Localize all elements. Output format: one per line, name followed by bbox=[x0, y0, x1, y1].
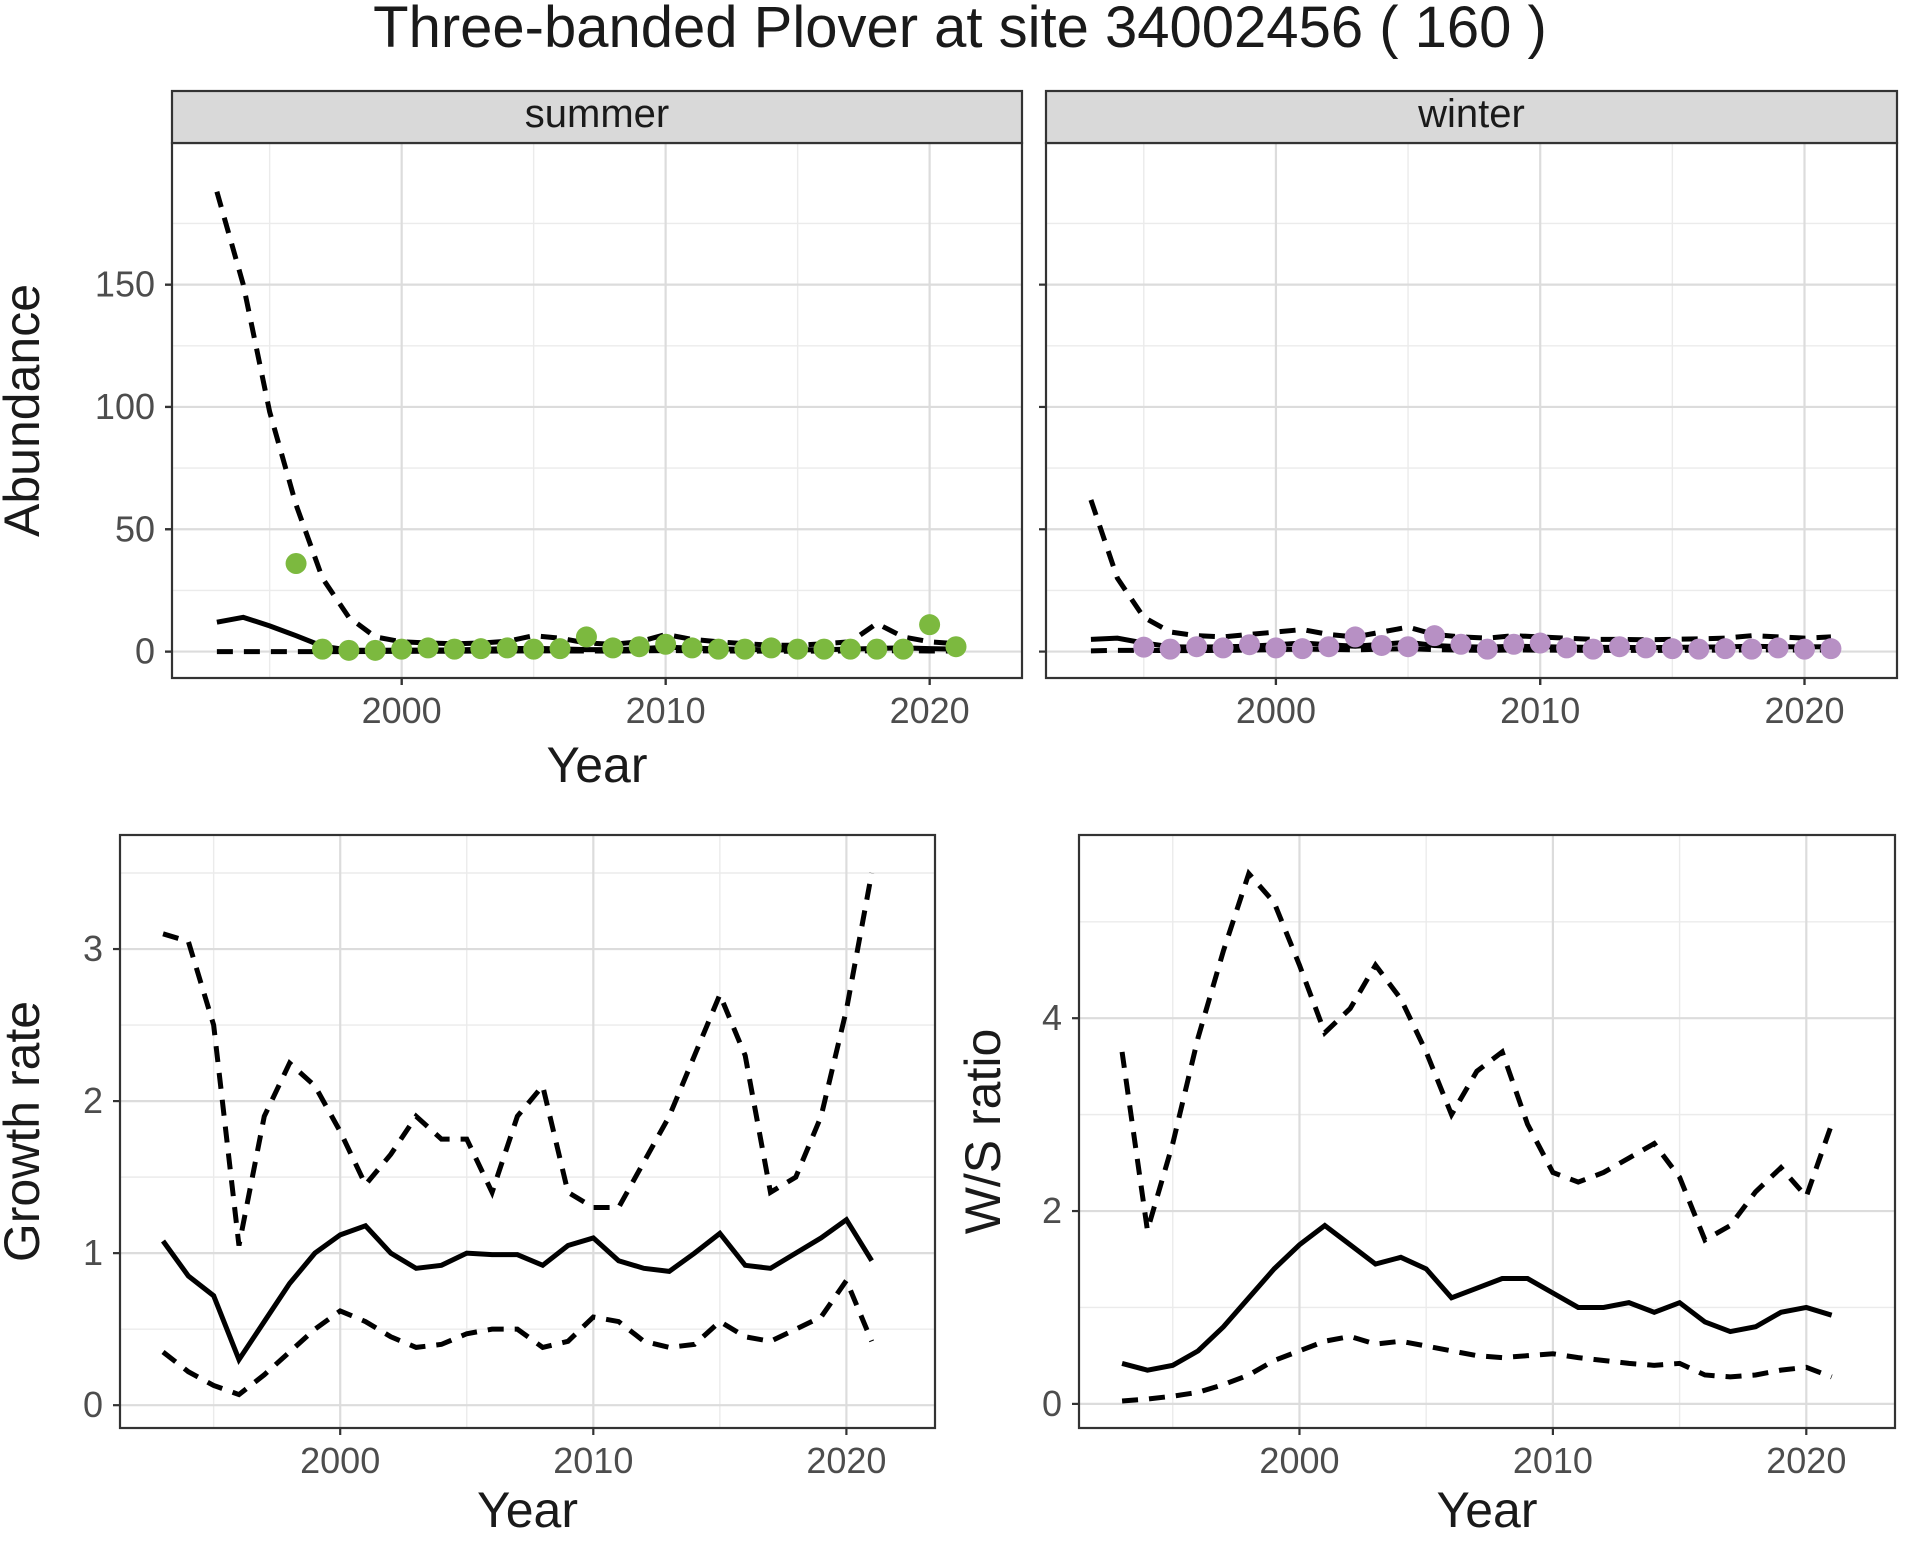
svg-text:summer: summer bbox=[525, 92, 669, 136]
svg-text:2010: 2010 bbox=[1500, 690, 1580, 731]
svg-text:2020: 2020 bbox=[1764, 690, 1844, 731]
svg-text:100: 100 bbox=[95, 386, 155, 427]
svg-text:Year: Year bbox=[1436, 1482, 1537, 1538]
svg-text:2000: 2000 bbox=[1259, 1440, 1339, 1481]
svg-text:2: 2 bbox=[1042, 1190, 1062, 1231]
svg-text:0: 0 bbox=[135, 631, 155, 672]
svg-text:2010: 2010 bbox=[1513, 1440, 1593, 1481]
svg-text:2010: 2010 bbox=[626, 690, 706, 731]
svg-text:0: 0 bbox=[1042, 1383, 1062, 1424]
svg-text:Year: Year bbox=[546, 737, 647, 793]
svg-text:1: 1 bbox=[83, 1232, 103, 1273]
svg-text:150: 150 bbox=[95, 264, 155, 305]
svg-text:2020: 2020 bbox=[806, 1440, 886, 1481]
svg-text:4: 4 bbox=[1042, 997, 1062, 1038]
svg-text:2000: 2000 bbox=[1236, 690, 1316, 731]
svg-text:2020: 2020 bbox=[1766, 1440, 1846, 1481]
svg-text:Abundance: Abundance bbox=[0, 284, 50, 537]
svg-text:Growth rate: Growth rate bbox=[0, 1001, 50, 1262]
svg-text:0: 0 bbox=[83, 1384, 103, 1425]
svg-text:Year: Year bbox=[477, 1482, 578, 1538]
svg-text:2000: 2000 bbox=[300, 1440, 380, 1481]
svg-text:2020: 2020 bbox=[890, 690, 970, 731]
svg-text:winter: winter bbox=[1417, 92, 1525, 136]
svg-text:50: 50 bbox=[115, 508, 155, 549]
svg-text:2000: 2000 bbox=[362, 690, 442, 731]
svg-text:3: 3 bbox=[83, 928, 103, 969]
svg-text:2010: 2010 bbox=[553, 1440, 633, 1481]
svg-text:2: 2 bbox=[83, 1080, 103, 1121]
svg-text:W/S ratio: W/S ratio bbox=[955, 1029, 1011, 1235]
